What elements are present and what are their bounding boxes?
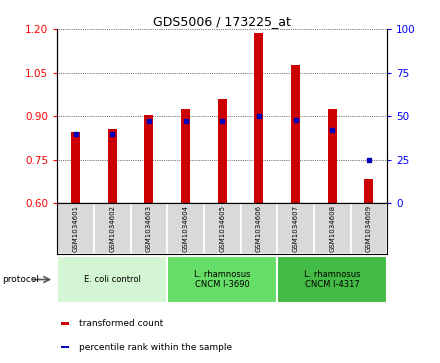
Bar bbox=[277, 203, 314, 254]
Text: GSM1034609: GSM1034609 bbox=[366, 205, 372, 252]
Text: GSM1034606: GSM1034606 bbox=[256, 205, 262, 252]
Bar bbox=[61, 346, 69, 348]
Bar bbox=[204, 203, 241, 254]
Text: GSM1034601: GSM1034601 bbox=[73, 205, 78, 252]
Bar bbox=[71, 132, 80, 203]
Bar bbox=[314, 203, 351, 254]
Bar bbox=[167, 256, 277, 303]
Bar bbox=[57, 256, 167, 303]
Text: GSM1034602: GSM1034602 bbox=[109, 205, 115, 252]
Text: percentile rank within the sample: percentile rank within the sample bbox=[79, 343, 232, 352]
Bar bbox=[364, 179, 374, 203]
Bar bbox=[291, 65, 300, 203]
Bar bbox=[241, 203, 277, 254]
Bar bbox=[108, 129, 117, 203]
Bar bbox=[94, 203, 131, 254]
Bar bbox=[218, 99, 227, 203]
Bar bbox=[328, 109, 337, 203]
Text: GSM1034603: GSM1034603 bbox=[146, 205, 152, 252]
Text: L. rhamnosus
CNCM I-3690: L. rhamnosus CNCM I-3690 bbox=[194, 270, 250, 289]
Text: L. rhamnosus
CNCM I-4317: L. rhamnosus CNCM I-4317 bbox=[304, 270, 360, 289]
Text: GSM1034604: GSM1034604 bbox=[183, 205, 188, 252]
Text: transformed count: transformed count bbox=[79, 319, 163, 328]
Text: protocol: protocol bbox=[2, 275, 39, 284]
Text: GSM1034605: GSM1034605 bbox=[219, 205, 225, 252]
Bar bbox=[254, 33, 264, 203]
Bar bbox=[181, 109, 190, 203]
Bar bbox=[57, 203, 94, 254]
Text: GSM1034608: GSM1034608 bbox=[329, 205, 335, 252]
Bar bbox=[277, 256, 387, 303]
Bar bbox=[167, 203, 204, 254]
Text: GSM1034607: GSM1034607 bbox=[293, 205, 298, 252]
Bar bbox=[131, 203, 167, 254]
Title: GDS5006 / 173225_at: GDS5006 / 173225_at bbox=[153, 15, 291, 28]
Text: E. coli control: E. coli control bbox=[84, 275, 141, 284]
Bar bbox=[144, 115, 154, 203]
Bar bbox=[351, 203, 387, 254]
Bar bbox=[61, 322, 69, 325]
